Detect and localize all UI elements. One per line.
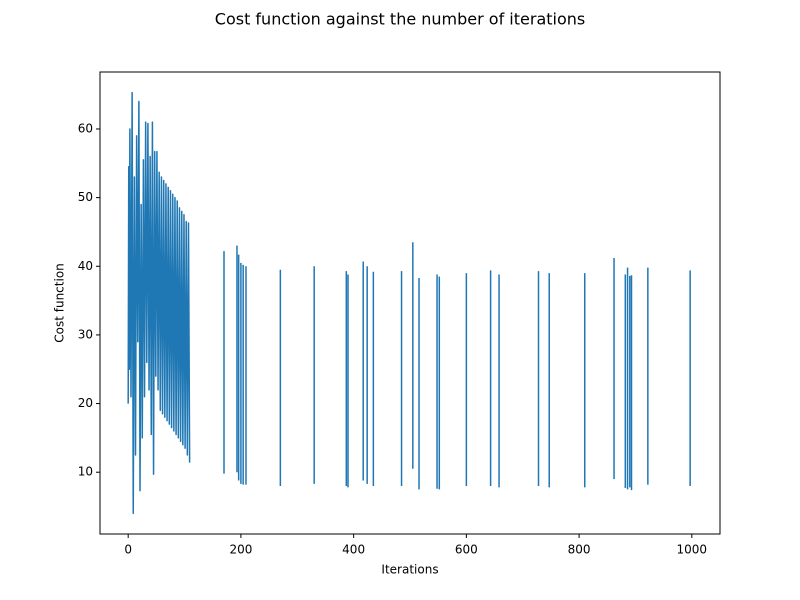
plot-frame [99, 71, 721, 535]
x-tick-label: 1000 [677, 543, 708, 557]
y-tick-label: 10 [78, 465, 93, 479]
x-tick-label: 600 [455, 543, 478, 557]
y-axis-label: Cost function [53, 263, 67, 343]
x-tick-label: 800 [568, 543, 591, 557]
y-tick-label: 20 [78, 396, 93, 410]
x-tick-label: 400 [342, 543, 365, 557]
x-axis-label: Iterations [381, 563, 438, 577]
y-tick-label: 60 [78, 121, 93, 135]
y-tick-label: 30 [78, 327, 93, 341]
series-line [127, 91, 691, 515]
y-tick-label: 40 [78, 259, 93, 273]
chart-title: Cost function against the number of iter… [215, 10, 585, 29]
x-tick-label: 200 [229, 543, 252, 557]
y-tick-label: 50 [78, 190, 93, 204]
x-tick-label: 0 [124, 543, 132, 557]
